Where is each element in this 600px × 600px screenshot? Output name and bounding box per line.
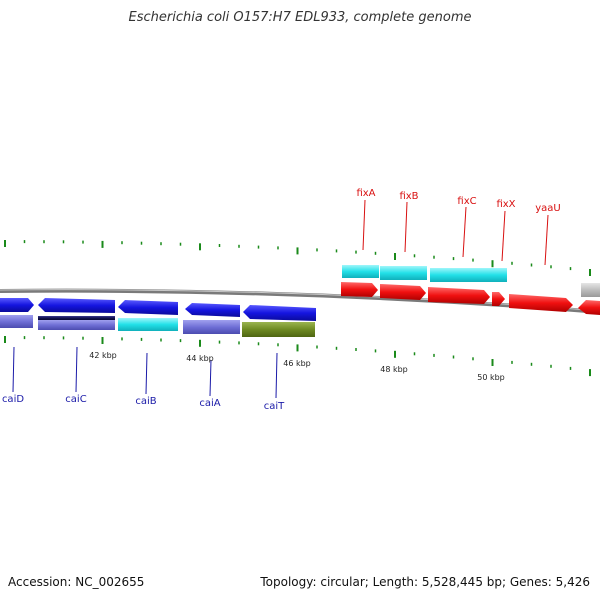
gene-labels-upper: fixA fixB fixC fixX yaaU — [356, 188, 560, 214]
gene-labels-lower: caiD caiC caiB caiA caiT — [2, 394, 285, 412]
gene-label-caiA[interactable]: caiA — [199, 398, 220, 409]
tick-row-bottom — [4, 336, 591, 377]
gene-bar[interactable] — [380, 266, 427, 280]
gene-label-yaaU[interactable]: yaaU — [535, 203, 561, 214]
scale-label: 42 kbp — [89, 351, 117, 360]
gene-bar[interactable] — [118, 318, 178, 331]
genome-summary-text: Topology: circular; Length: 5,528,445 bp… — [260, 575, 590, 589]
gene-arrow[interactable] — [185, 303, 240, 317]
gene-label-caiB[interactable]: caiB — [135, 396, 156, 407]
feature-track-left — [0, 298, 316, 337]
gene-bar[interactable] — [242, 322, 315, 337]
gene-arrow[interactable] — [578, 300, 600, 315]
scale-labels: 42 kbp 44 kbp 46 kbp 48 kbp 50 kbp — [89, 351, 505, 382]
gene-bar[interactable] — [183, 320, 240, 334]
gene-label-fixA[interactable]: fixA — [356, 188, 375, 199]
gene-arrow[interactable] — [243, 305, 316, 321]
gene-label-fixC[interactable]: fixC — [457, 196, 476, 207]
gene-arrow[interactable] — [0, 298, 34, 312]
gene-arrow[interactable] — [509, 294, 573, 312]
gene-label-caiD[interactable]: caiD — [2, 394, 24, 405]
tick-row-top — [4, 240, 591, 276]
scale-label: 46 kbp — [283, 359, 311, 368]
gene-bar[interactable] — [581, 283, 600, 297]
gene-label-fixB[interactable]: fixB — [399, 191, 418, 202]
feature-track-right — [341, 265, 600, 315]
scale-label: 48 kbp — [380, 365, 408, 374]
gene-bar[interactable] — [38, 320, 115, 330]
gene-arrow[interactable] — [380, 284, 426, 300]
scale-label: 50 kbp — [477, 373, 505, 382]
gene-arrow[interactable] — [341, 282, 378, 297]
gene-label-caiT[interactable]: caiT — [264, 401, 285, 412]
gene-label-fixX[interactable]: fixX — [496, 199, 515, 210]
gene-arrow[interactable] — [118, 300, 178, 315]
gene-bar[interactable] — [38, 316, 115, 320]
gene-bar[interactable] — [430, 268, 507, 282]
accession-text: Accession: NC_002655 — [8, 575, 145, 589]
gene-arrow[interactable] — [38, 298, 115, 313]
scale-label: 44 kbp — [186, 354, 214, 363]
gene-label-caiC[interactable]: caiC — [65, 394, 86, 405]
gene-bar[interactable] — [342, 265, 379, 278]
gene-arrow[interactable] — [492, 292, 505, 306]
gene-arrow[interactable] — [428, 287, 490, 304]
gene-bar[interactable] — [0, 315, 33, 328]
label-leaders-upper — [362, 199, 549, 266]
map-title: Escherichia coli O157:H7 EDL933, complet… — [128, 10, 472, 25]
label-leaders-lower — [12, 346, 278, 399]
